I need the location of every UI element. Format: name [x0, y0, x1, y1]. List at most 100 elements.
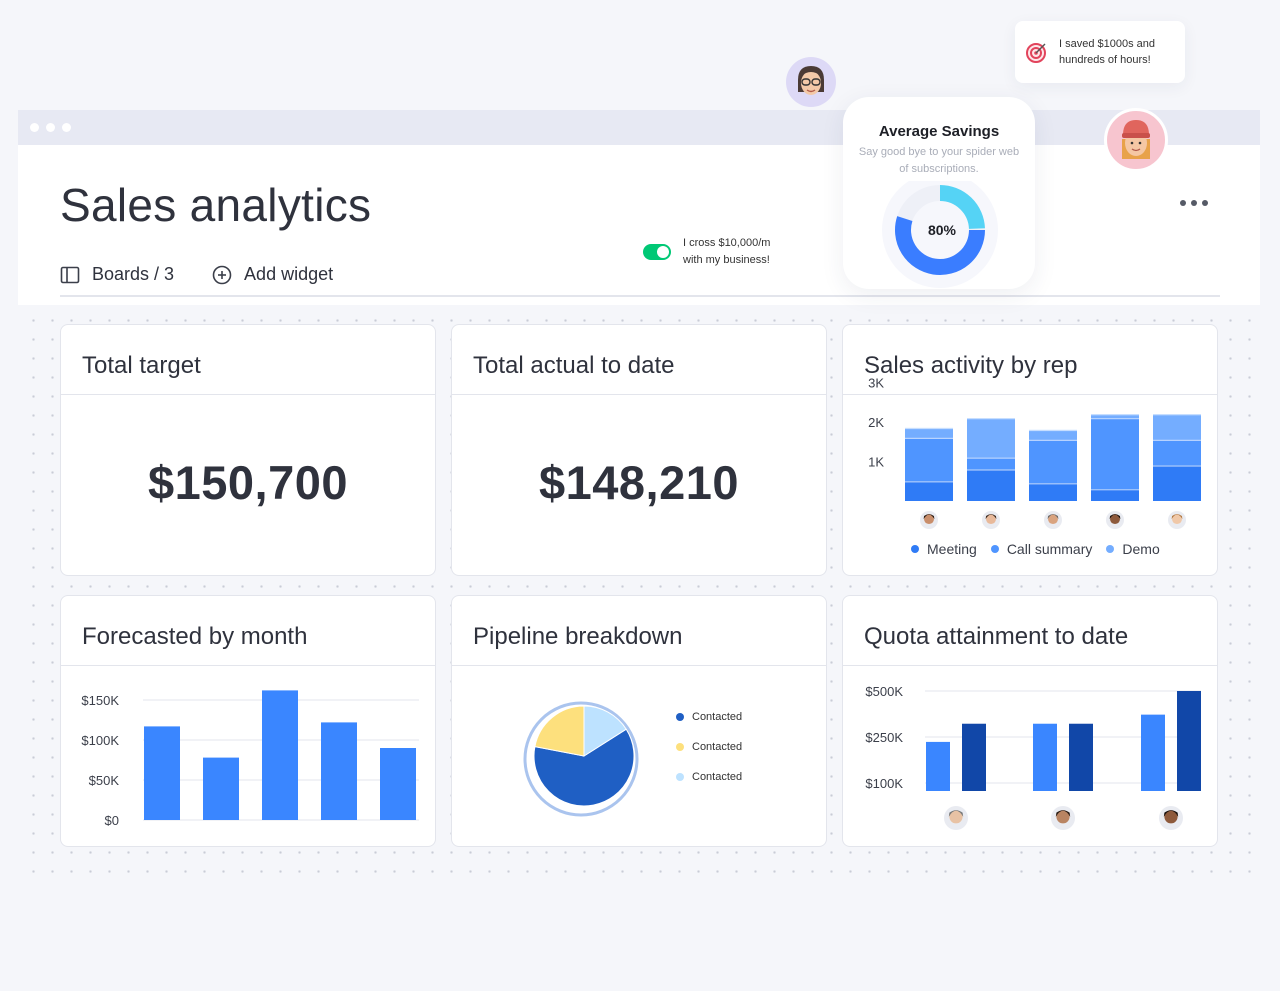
card-title: Quota attainment to date	[864, 623, 1129, 650]
add-widget-label: Add widget	[244, 264, 334, 284]
card-title: Forecasted by month	[82, 623, 308, 650]
segment-separator	[1153, 465, 1201, 467]
sales-activity-legend: Meeting Call summary Demo	[911, 541, 1174, 557]
avatar-face	[1164, 810, 1178, 824]
more-dot-icon	[1202, 200, 1208, 206]
rep-avatar	[1051, 806, 1075, 830]
legend-item: Meeting	[911, 541, 977, 557]
card-divider	[843, 665, 1217, 666]
legend-item: Call summary	[990, 541, 1092, 557]
legend-swatch	[676, 773, 684, 781]
stacked-bar-segment	[1029, 429, 1077, 440]
avatar-hair	[1055, 810, 1071, 817]
y-tick-label: 1K	[868, 455, 884, 470]
testimonial-line: I saved $1000s and	[1059, 38, 1156, 50]
stacked-bar-segment	[1091, 414, 1139, 419]
boards-button[interactable]: Boards / 3	[60, 264, 174, 285]
stacked-bar-segment	[1091, 489, 1139, 501]
legend-item: Demo	[1106, 541, 1160, 557]
legend-item: Contacted	[676, 771, 742, 783]
pipeline-card[interactable]: Pipeline breakdown Contacted Contacted C…	[451, 595, 827, 847]
more-options-button[interactable]	[1180, 200, 1208, 206]
card-divider	[61, 665, 435, 666]
stacked-bar-segment	[1029, 439, 1077, 484]
avatar-beanie-icon	[1122, 120, 1150, 159]
stacked-bar-segment	[905, 481, 953, 501]
avatar-face	[1048, 514, 1058, 525]
quota-bar	[1069, 723, 1093, 791]
avatar-face	[986, 514, 996, 525]
donut-arc-accent	[939, 185, 985, 230]
pie-slice	[534, 705, 585, 757]
donut-arc-main	[895, 216, 985, 275]
y-tick-label: $0	[105, 813, 119, 828]
forecast-bar	[262, 690, 298, 820]
avatar-face	[1056, 810, 1070, 824]
avatar-face	[1172, 514, 1182, 525]
card-title: Total actual to date	[473, 352, 675, 379]
legend-label: Demo	[1122, 541, 1160, 557]
total-target-card[interactable]: Total target $150,700	[60, 324, 436, 576]
avatar-hair	[1171, 514, 1183, 520]
segment-separator	[1029, 429, 1077, 432]
forecast-bar	[203, 757, 239, 820]
avatar-hair	[948, 810, 964, 817]
segment-separator	[905, 427, 953, 430]
window-dot	[62, 123, 71, 132]
sales-activity-card[interactable]: Sales activity by rep 3K 2K 1K Meeting Cal…	[842, 324, 1218, 576]
segment-separator	[1029, 439, 1077, 441]
legend-swatch	[990, 545, 999, 553]
forecast-chart: $150K $100K $50K $0	[81, 690, 419, 828]
forecast-bar	[144, 726, 180, 820]
pie-slice	[533, 728, 635, 807]
stacked-bar-segment	[1153, 465, 1201, 501]
toggle-callout-line: with my business!	[683, 254, 770, 266]
rep-avatar	[1159, 806, 1183, 830]
pipeline-legend: Contacted Contacted Contacted	[676, 711, 742, 801]
page-title: Sales analytics	[60, 179, 372, 231]
toolbar: Boards / 3 Add widget	[60, 264, 371, 285]
stacked-bar-segment	[905, 427, 953, 438]
stacked-bar-segment	[1091, 418, 1139, 490]
legend-item: Contacted	[676, 741, 742, 753]
add-widget-button[interactable]: Add widget	[212, 264, 333, 285]
card-title: Sales activity by rep	[864, 352, 1078, 379]
y-tick-label: 3K	[868, 376, 884, 391]
segment-separator	[1029, 483, 1077, 485]
quota-bar	[926, 741, 950, 791]
pie-shadow-ring	[523, 701, 639, 817]
avatar-hair	[1163, 810, 1179, 817]
quota-card[interactable]: Quota attainment to date $500K $250K $100K	[842, 595, 1218, 847]
toggle-switch[interactable]	[643, 244, 671, 260]
testimonial-line: hundreds of hours!	[1059, 54, 1151, 66]
stacked-bar-segment	[967, 469, 1015, 501]
savings-donut: 80%	[881, 172, 999, 299]
toggle-callout-text: I cross $10,000/m with my business!	[683, 235, 770, 269]
testimonial-callout: I saved $1000s and hundreds of hours!	[1015, 21, 1185, 83]
segment-separator	[967, 457, 1015, 459]
quota-bar	[1033, 723, 1057, 791]
stacked-bar-segment	[905, 437, 953, 482]
segment-separator	[1153, 414, 1201, 416]
window-dot	[46, 123, 55, 132]
rep-avatar	[982, 511, 1000, 529]
segment-separator	[1091, 489, 1139, 491]
legend-swatch	[676, 743, 684, 751]
stacked-bar-segment	[1153, 414, 1201, 440]
card-divider	[452, 665, 826, 666]
y-tick-label: $250K	[865, 730, 903, 745]
avatar-hair	[1109, 514, 1121, 520]
quota-bar	[962, 723, 986, 791]
toggle-callout-line: I cross $10,000/m	[683, 237, 771, 249]
legend-swatch	[911, 545, 919, 553]
legend-swatch	[676, 713, 684, 721]
more-dot-icon	[1180, 200, 1186, 206]
y-tick-label: $50K	[89, 773, 120, 788]
header-divider	[60, 295, 1220, 297]
y-tick-label: 2K	[868, 415, 884, 430]
savings-title: Average Savings	[878, 123, 1000, 140]
forecast-card[interactable]: Forecasted by month $150K $100K $50K $0	[60, 595, 436, 847]
total-actual-card[interactable]: Total actual to date $148,210	[451, 324, 827, 576]
segment-separator	[1091, 414, 1139, 416]
average-savings-card: Average Savings Say good bye to your spi…	[843, 97, 1035, 289]
